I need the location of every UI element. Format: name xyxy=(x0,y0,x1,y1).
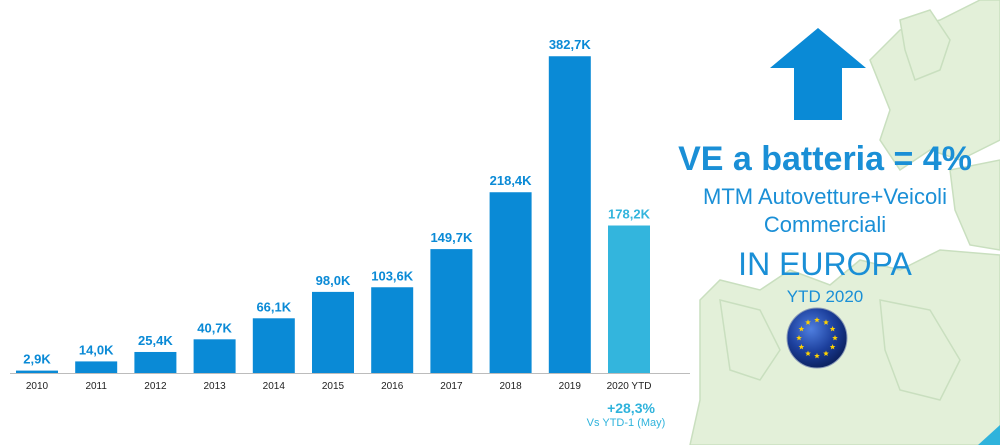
period-label: YTD 2020 xyxy=(786,287,864,306)
up-arrow-icon xyxy=(770,28,866,120)
x-tick-label: 2020 YTD xyxy=(607,381,652,392)
bar-2017 xyxy=(430,249,473,373)
eu-flag-icon xyxy=(786,307,848,369)
headline: VE a batteria = 4% xyxy=(678,140,972,178)
eu-star xyxy=(814,317,820,323)
x-tick-label: 2010 xyxy=(26,381,49,392)
subtitle-line-1: MTM Autovetture+Veicoli xyxy=(703,184,947,209)
bar-2018 xyxy=(489,192,532,373)
bar-value-label: 14,0K xyxy=(79,342,114,357)
x-tick-label: 2013 xyxy=(203,381,226,392)
bar-value-label: 103,6K xyxy=(371,268,414,283)
x-tick-label: 2016 xyxy=(381,381,404,392)
eu-star xyxy=(798,344,805,350)
bar-2010 xyxy=(16,370,58,373)
bar-value-label: 382,7K xyxy=(549,37,592,52)
x-tick-labels: 2010 2011 2012 2013 2014 2015 2016 2017 2018 2019… xyxy=(26,381,652,392)
eu-star xyxy=(832,335,838,341)
bar-value-label: 66,1K xyxy=(256,299,291,314)
growth-value: +28,3% xyxy=(607,400,655,416)
corner-decoration xyxy=(978,425,1000,445)
bar-value-label: 149,7K xyxy=(430,230,473,245)
bar-2015 xyxy=(312,291,354,373)
eu-star xyxy=(823,350,829,357)
eu-star xyxy=(805,350,811,357)
bar-2012 xyxy=(134,351,177,373)
bars-group: 2,9K 14,0K 25,4K 40,7K 66,1K 98,0K 103,6K 149,7… xyxy=(16,37,651,374)
bar-value-label: 2,9K xyxy=(23,352,51,367)
bar-2019 xyxy=(548,56,591,374)
x-tick-label: 2018 xyxy=(499,381,522,392)
growth-note: Vs YTD-1 (May) xyxy=(586,417,666,429)
eu-star xyxy=(798,326,805,332)
eu-star xyxy=(829,326,836,332)
x-tick-label: 2019 xyxy=(559,381,582,392)
bar-value-label: 178,2K xyxy=(608,207,651,222)
region-label: IN EUROPA xyxy=(738,246,912,282)
eu-star xyxy=(796,335,802,341)
eu-star xyxy=(829,344,836,350)
x-tick-label: 2017 xyxy=(440,381,463,392)
x-tick-label: 2011 xyxy=(85,381,107,392)
eu-star xyxy=(805,319,811,325)
x-tick-label: 2012 xyxy=(144,381,167,392)
x-tick-label: 2015 xyxy=(322,381,345,392)
x-tick-label: 2014 xyxy=(263,381,286,392)
bar-chart: 2,9K 14,0K 25,4K 40,7K 66,1K 98,0K 103,6K 149,7… xyxy=(10,37,690,392)
bar-value-label: 40,7K xyxy=(197,320,232,335)
bar-2013 xyxy=(193,339,236,373)
eu-star xyxy=(814,353,820,359)
bar-2014 xyxy=(252,318,295,373)
bar-value-label: 98,0K xyxy=(316,273,351,288)
bar-value-label: 25,4K xyxy=(138,333,173,348)
bar-2016 xyxy=(371,287,414,373)
bar-2011 xyxy=(75,361,118,373)
eu-star xyxy=(823,319,829,325)
bar-2020-ytd xyxy=(608,225,650,373)
subtitle-line-2: Commerciali xyxy=(763,212,887,237)
bar-value-label: 218,4K xyxy=(490,173,533,188)
